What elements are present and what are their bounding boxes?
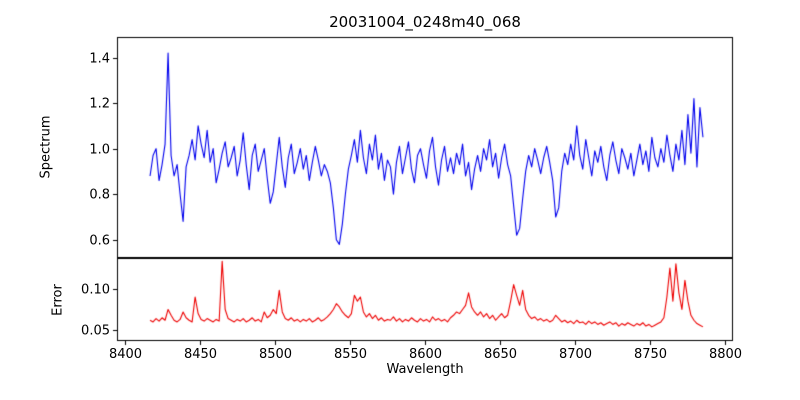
y-axis-label-error: Error [50, 284, 66, 316]
y-tick-label: 1.2 [89, 96, 110, 111]
x-tick-label: 8700 [558, 347, 593, 362]
y-tick-label: 0.8 [89, 187, 110, 202]
x-axis-label: Wavelength [386, 362, 464, 377]
x-tick-label: 8750 [633, 347, 668, 362]
y-tick-label: 1.4 [89, 51, 110, 66]
x-tick-label: 8400 [108, 347, 143, 362]
y-tick-label: 0.10 [81, 282, 110, 297]
x-tick-label: 8550 [333, 347, 368, 362]
y-tick-label: 1.0 [89, 142, 110, 157]
x-tick-label: 8650 [483, 347, 518, 362]
y-axis-label-spectrum: Spectrum [38, 115, 54, 179]
x-tick-label: 8500 [258, 347, 293, 362]
chart-title: 20031004_0248m40_068 [329, 13, 521, 31]
y-tick-label: 0.6 [89, 233, 110, 248]
y-tick-label: 0.05 [81, 323, 110, 338]
x-tick-label: 8800 [708, 347, 743, 362]
x-tick-label: 8450 [183, 347, 218, 362]
x-tick-label: 8600 [408, 347, 443, 362]
